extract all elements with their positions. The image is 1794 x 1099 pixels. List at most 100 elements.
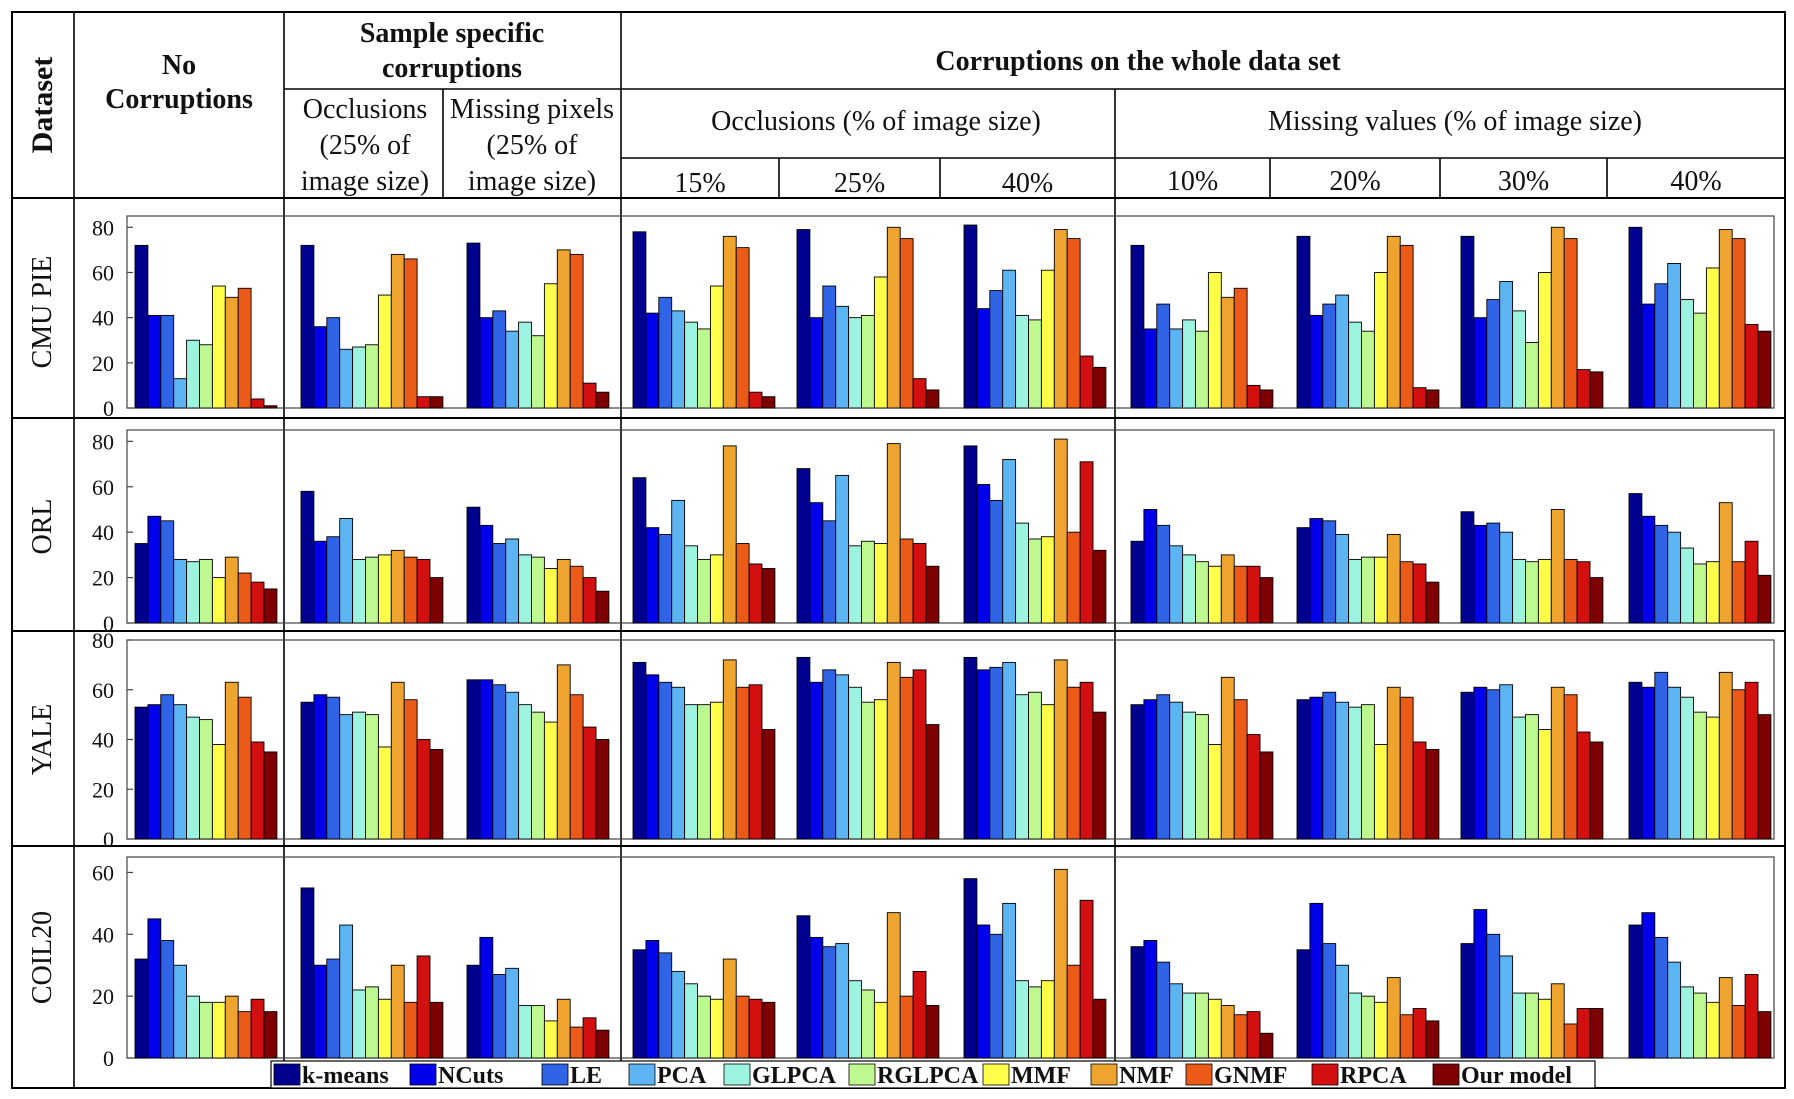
bar-glpca xyxy=(1680,986,1694,1059)
bar-glpca xyxy=(1512,558,1526,624)
bar-rpca xyxy=(250,398,265,409)
missing-level-header: 10% xyxy=(1167,166,1218,197)
legend-swatch xyxy=(541,1063,569,1086)
bar-rpca xyxy=(582,726,597,840)
bar-k-means xyxy=(1460,235,1475,409)
row-cmu-pie: CMU PIE 0 20 40 60 80 xyxy=(27,215,1775,421)
bar-k-means xyxy=(300,244,315,409)
y-tick-label: 60 xyxy=(92,678,114,703)
bar-pca xyxy=(671,970,686,1059)
bar-gnmf xyxy=(237,696,252,840)
bar-rpca xyxy=(250,741,265,840)
bar-rpca xyxy=(1576,369,1591,409)
bar-mmf xyxy=(211,1001,226,1059)
bar-gnmf xyxy=(1563,1023,1578,1059)
bar-rpca xyxy=(1079,899,1094,1059)
bar-nmf xyxy=(1550,226,1565,409)
bar-rglpca xyxy=(1525,342,1539,409)
y-tick-label: 20 xyxy=(92,777,114,802)
bar-gnmf xyxy=(1233,565,1248,624)
bar-le xyxy=(822,946,837,1059)
bar-nmf xyxy=(1718,977,1733,1059)
row-yale: YALE 0 20 40 60 80 xyxy=(27,628,1775,852)
bar-ncuts xyxy=(479,936,494,1059)
bar-ncuts xyxy=(1143,509,1158,624)
bar-ncuts xyxy=(645,940,660,1059)
bar-rglpca xyxy=(199,719,213,840)
sample-occlusions-header: (25% of xyxy=(320,130,412,161)
bar-k-means xyxy=(1628,924,1643,1059)
bar-le xyxy=(1322,943,1337,1059)
bar-glpca xyxy=(684,704,698,840)
bar-glpca xyxy=(1348,992,1362,1059)
bar-ncuts xyxy=(313,540,328,624)
y-tick-label: 80 xyxy=(92,215,114,240)
bar-k-means xyxy=(1296,699,1311,840)
bar-glpca xyxy=(352,711,366,840)
bar-le xyxy=(1156,694,1171,840)
bar-rglpca xyxy=(1693,563,1707,624)
bar-mmf xyxy=(211,577,226,624)
bar-glpca xyxy=(186,995,200,1059)
whole-data-set-header: Corruptions on the whole data set xyxy=(935,46,1341,77)
bar-nmf xyxy=(1053,868,1068,1059)
dataset-label: YALE xyxy=(27,704,58,776)
bar-pca xyxy=(1169,701,1184,840)
bar-our-model xyxy=(1259,1032,1274,1059)
bar-pca xyxy=(505,538,520,624)
bar-le xyxy=(1486,522,1501,624)
bar-k-means xyxy=(1628,226,1643,409)
bar-rpca xyxy=(912,669,927,840)
bar-mmf xyxy=(1373,744,1388,840)
bar-rpca xyxy=(582,1017,597,1059)
bar-pca xyxy=(173,704,188,840)
bar-ncuts xyxy=(313,964,328,1059)
bar-ncuts xyxy=(313,326,328,409)
bar-charts: CMU PIE 0 20 40 60 80 ORL 0 20 40 60 80 YALE 0 20 40 60 8… xyxy=(27,215,1775,1071)
bar-k-means xyxy=(300,887,315,1059)
bar-gnmf xyxy=(403,258,418,409)
bar-gnmf xyxy=(1563,694,1578,840)
bar-rpca xyxy=(1246,734,1261,840)
bar-ncuts xyxy=(809,681,824,840)
bar-gnmf xyxy=(403,556,418,624)
bar-le xyxy=(492,310,507,409)
bar-k-means xyxy=(134,244,149,409)
bar-mmf xyxy=(1207,744,1222,840)
bar-le xyxy=(658,952,673,1059)
bar-pca xyxy=(671,686,686,840)
bar-our-model xyxy=(263,588,278,624)
bar-pca xyxy=(1667,262,1682,409)
legend-entry: k-means xyxy=(302,1063,389,1089)
bar-our-model xyxy=(429,1001,444,1059)
bar-our-model xyxy=(1589,577,1604,624)
bar-pca xyxy=(671,310,686,409)
dataset-header: Dataset xyxy=(26,57,59,154)
bar-nmf xyxy=(224,556,239,624)
y-tick-label: 0 xyxy=(103,827,114,852)
bar-k-means xyxy=(1130,244,1145,409)
bar-our-model xyxy=(1425,389,1440,409)
bar-mmf xyxy=(1040,536,1055,624)
bar-our-model xyxy=(1259,751,1274,840)
row-orl: ORL 0 20 40 60 80 xyxy=(27,429,1775,636)
bar-glpca xyxy=(352,346,366,409)
bar-le xyxy=(1654,936,1669,1059)
missing-group-header: Missing values (% of image size) xyxy=(1268,106,1642,137)
bar-ncuts xyxy=(976,669,991,840)
bar-rpca xyxy=(582,577,597,624)
bar-our-model xyxy=(1757,714,1772,840)
bar-glpca xyxy=(1015,980,1029,1059)
bar-mmf xyxy=(1537,998,1552,1059)
bar-k-means xyxy=(466,242,481,409)
bar-le xyxy=(1486,299,1501,409)
bar-glpca xyxy=(1512,992,1526,1059)
bar-mmf xyxy=(873,699,888,840)
bar-rglpca xyxy=(1195,714,1209,840)
bar-glpca xyxy=(186,716,200,840)
bar-k-means xyxy=(1296,235,1311,409)
bar-glpca xyxy=(352,558,366,624)
bar-le xyxy=(989,290,1004,409)
bar-rpca xyxy=(912,543,927,624)
